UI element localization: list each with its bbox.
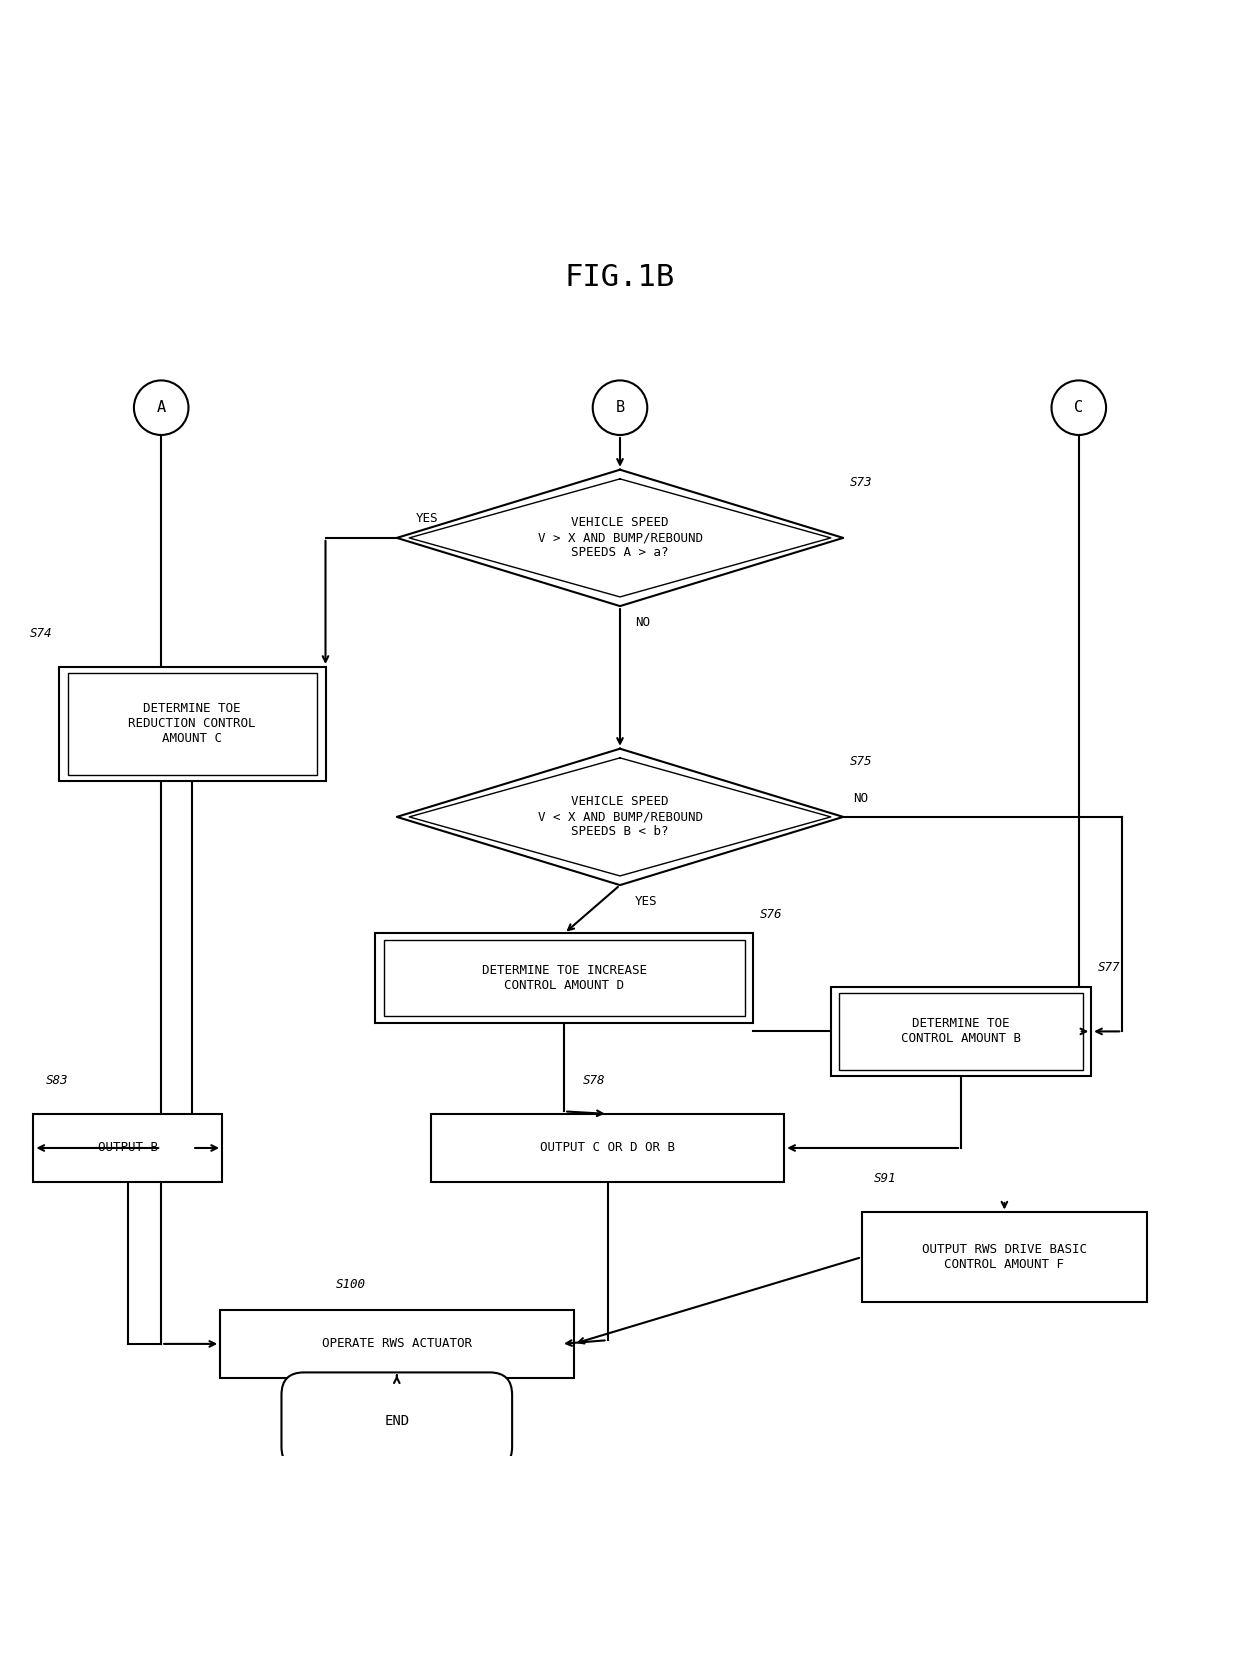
- Text: DETERMINE TOE
CONTROL AMOUNT B: DETERMINE TOE CONTROL AMOUNT B: [901, 1018, 1021, 1046]
- Text: NO: NO: [635, 617, 650, 628]
- Text: S74: S74: [30, 627, 52, 640]
- Text: S73: S73: [849, 476, 872, 490]
- Text: S83: S83: [46, 1073, 68, 1086]
- FancyBboxPatch shape: [374, 934, 753, 1023]
- FancyBboxPatch shape: [281, 1372, 512, 1469]
- FancyBboxPatch shape: [33, 1115, 222, 1181]
- Text: S77: S77: [1097, 961, 1120, 974]
- FancyBboxPatch shape: [221, 1310, 573, 1379]
- Text: OUTPUT C OR D OR B: OUTPUT C OR D OR B: [541, 1141, 675, 1155]
- FancyBboxPatch shape: [862, 1213, 1147, 1302]
- Text: A: A: [156, 399, 166, 414]
- Text: OPERATE RWS ACTUATOR: OPERATE RWS ACTUATOR: [322, 1337, 471, 1350]
- FancyBboxPatch shape: [831, 988, 1091, 1076]
- Text: S91: S91: [874, 1171, 897, 1185]
- Text: S76: S76: [759, 907, 782, 921]
- Text: VEHICLE SPEED
V > X AND BUMP/REBOUND
SPEEDS A > a?: VEHICLE SPEED V > X AND BUMP/REBOUND SPE…: [537, 516, 703, 560]
- Text: NO: NO: [853, 792, 868, 804]
- Text: S75: S75: [849, 755, 872, 769]
- FancyBboxPatch shape: [432, 1115, 785, 1181]
- Text: S78: S78: [583, 1073, 605, 1086]
- Text: B: B: [615, 399, 625, 414]
- Text: END: END: [384, 1414, 409, 1427]
- Text: S100: S100: [336, 1278, 366, 1292]
- Text: YES: YES: [635, 896, 657, 907]
- FancyBboxPatch shape: [60, 667, 325, 780]
- Text: FIG.1B: FIG.1B: [565, 262, 675, 292]
- Text: YES: YES: [415, 513, 438, 525]
- Text: C: C: [1074, 399, 1084, 414]
- Text: OUTPUT RWS DRIVE BASIC
CONTROL AMOUNT F: OUTPUT RWS DRIVE BASIC CONTROL AMOUNT F: [921, 1243, 1087, 1272]
- Text: VEHICLE SPEED
V < X AND BUMP/REBOUND
SPEEDS B < b?: VEHICLE SPEED V < X AND BUMP/REBOUND SPE…: [537, 795, 703, 839]
- Text: DETERMINE TOE
REDUCTION CONTROL
AMOUNT C: DETERMINE TOE REDUCTION CONTROL AMOUNT C: [129, 702, 255, 745]
- Text: DETERMINE TOE INCREASE
CONTROL AMOUNT D: DETERMINE TOE INCREASE CONTROL AMOUNT D: [481, 964, 647, 993]
- Text: OUTPUT B: OUTPUT B: [98, 1141, 157, 1155]
